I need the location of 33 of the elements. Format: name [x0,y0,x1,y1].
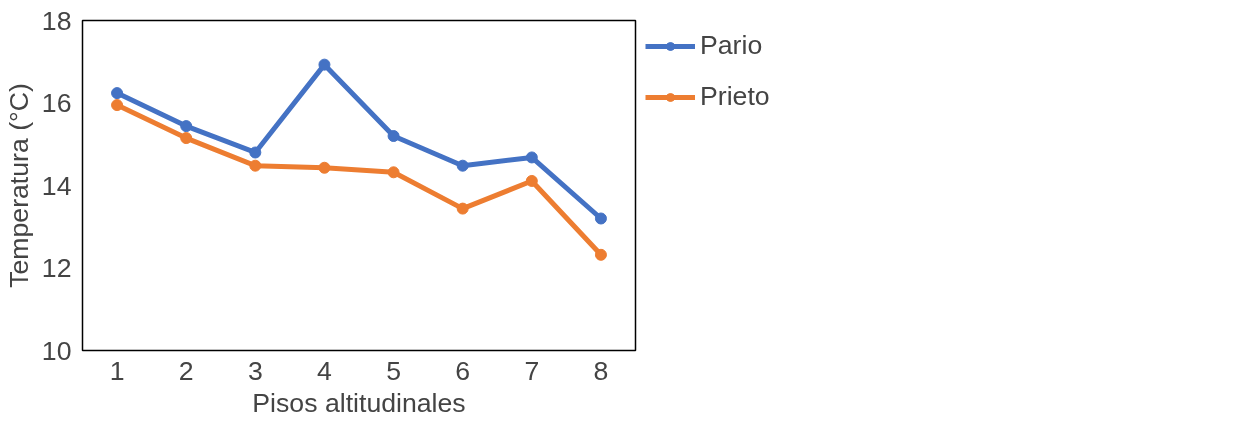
point [594,212,607,225]
y-tick-label: 10 [41,335,72,366]
point [318,161,331,174]
point [525,151,538,164]
point [180,120,193,133]
point [594,248,607,261]
x-axis-title: Pisos altitudinales [252,387,466,418]
y-tick-label: 16 [41,88,72,118]
point [387,166,400,179]
point [111,99,124,112]
point [249,159,262,172]
x-tick-label: 1 [109,355,125,386]
point [318,58,331,71]
point [180,132,193,145]
y-tick-label: 18 [41,5,72,36]
x-tick-label: 7 [524,355,540,386]
legend-label: Pario [700,30,763,61]
point [387,130,400,142]
point [456,159,469,172]
point [525,174,538,187]
x-tick-label: 4 [317,355,333,386]
y-tick-label: 12 [41,253,72,283]
x-tick-label: 2 [178,355,194,386]
x-tick-label: 3 [247,355,263,386]
point [456,202,469,215]
legend-label: Prieto [700,81,770,112]
x-tick-label: 6 [455,355,471,386]
y-tick-label: 14 [41,170,72,201]
x-tick-label: 8 [593,355,609,386]
point [111,87,124,100]
point [249,146,262,159]
y-axis-title: Temperatura (°C) [3,83,34,288]
x-tick-label: 5 [386,355,401,386]
